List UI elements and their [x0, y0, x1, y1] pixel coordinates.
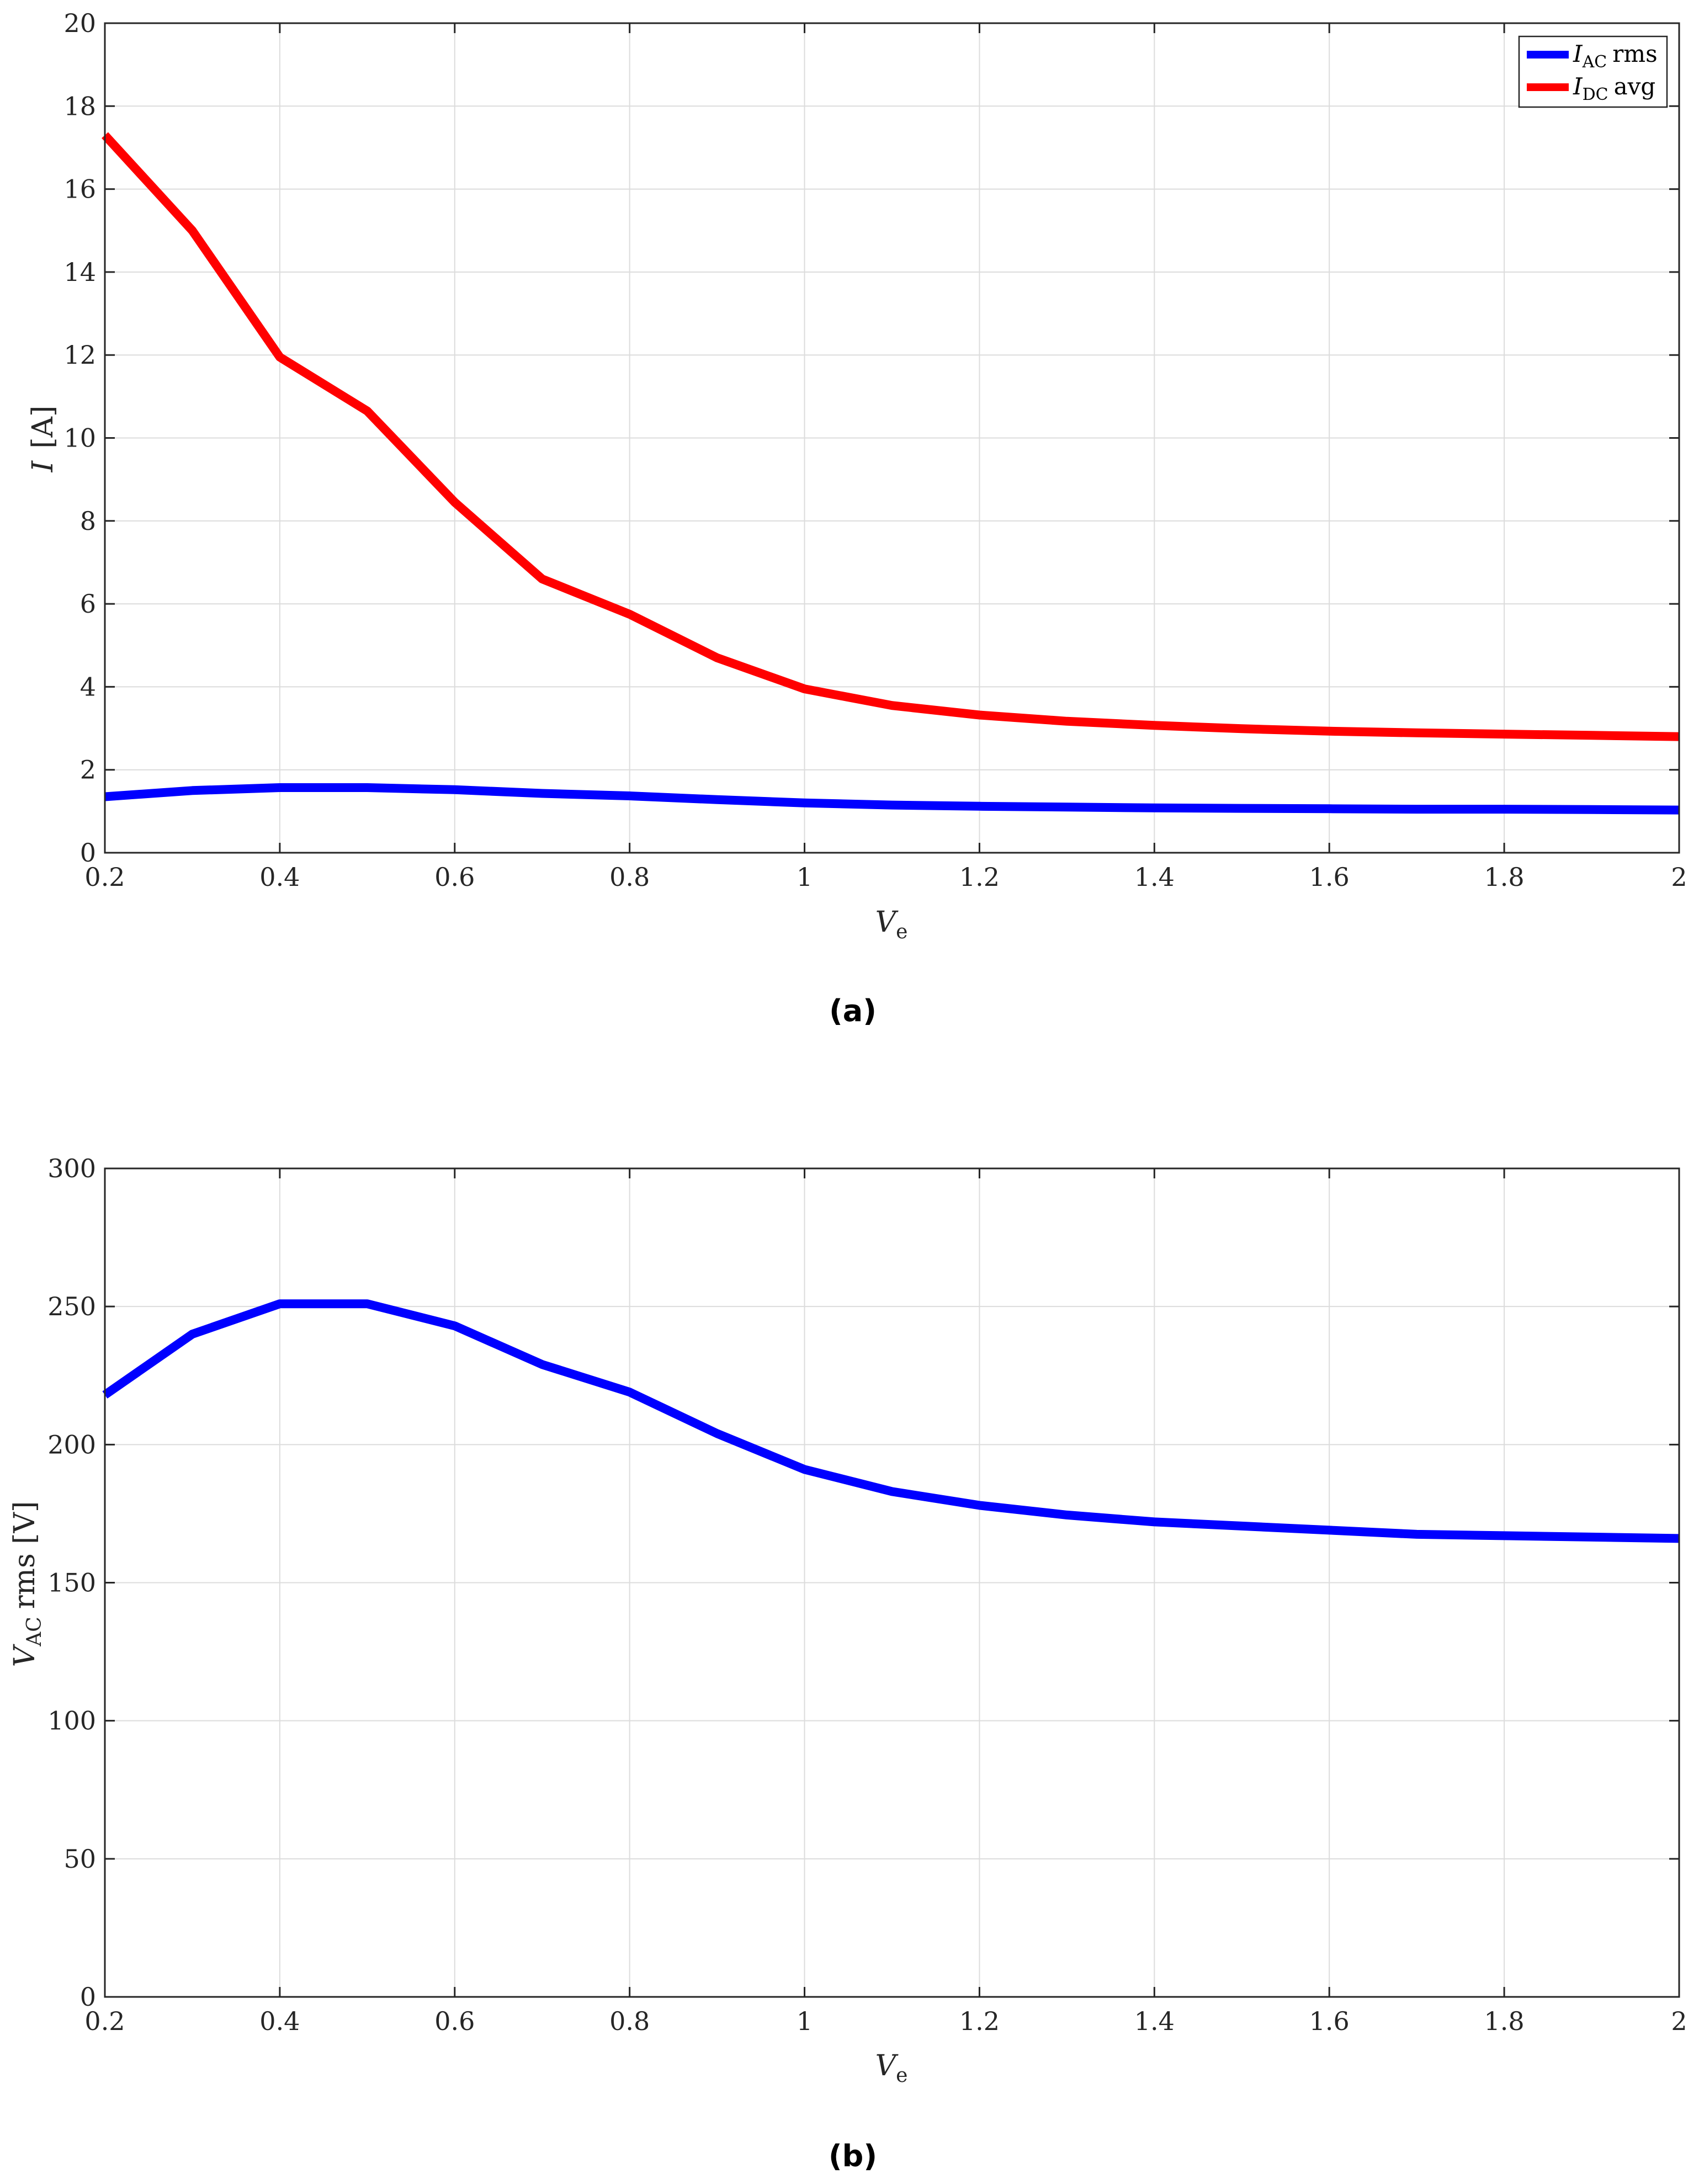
- chart-a-y-axis-label: I[A]: [26, 406, 60, 473]
- y-tick-label: 0: [80, 1982, 96, 2012]
- x-tick-label: 2: [1671, 2006, 1687, 2036]
- chart-b: 0.2 0.4 0.6 0.8 1 1.2 1.4 1.6 1.8 2 0 50 100 150 200 25…: [8, 1154, 1687, 2174]
- chart-a-ticks: 0.2 0.4 0.6 0.8 1 1.2 1.4 1.6 1.8 202468101214161…: [63, 8, 1687, 892]
- x-tick-label: 1.6: [1309, 862, 1350, 892]
- x-tick-label: 0.4: [259, 862, 300, 892]
- legend-label-idc: IDC avg: [1573, 73, 1655, 104]
- x-tick-label: 2: [1671, 862, 1687, 892]
- series-line-0: [104, 783, 1680, 815]
- chart-a-series: [102, 132, 1680, 815]
- y-tick-label: 20: [63, 8, 96, 38]
- y-tick-label: 100: [47, 1706, 96, 1736]
- series-line-1: [102, 132, 1680, 741]
- legend-box: [1518, 35, 1668, 108]
- chart-b-grid: [104, 1168, 1680, 1997]
- caption-a: (a): [829, 993, 877, 1028]
- x-tick-label: 0.4: [259, 2006, 300, 2036]
- chart-a-legend: IAC rms IDC avg: [1518, 35, 1668, 108]
- x-tick-label: 1.4: [1134, 862, 1175, 892]
- x-tick-label: 1.6: [1309, 2006, 1350, 2036]
- x-tick-label: 0.6: [434, 2006, 475, 2036]
- chart-b-ticks: 0.2 0.4 0.6 0.8 1 1.2 1.4 1.6 1.8 2 0 50 100 150 200 25…: [47, 1154, 1687, 2036]
- series-line-0: [102, 1299, 1680, 1543]
- y-tick-label: 12: [63, 340, 96, 370]
- x-tick-label: 0.2: [84, 862, 125, 892]
- chart-b-y-axis-label: VACrms [V]: [8, 1501, 46, 1667]
- x-tick-label: 1.2: [959, 2006, 1000, 2036]
- chart-a-x-axis-label: Ve: [875, 906, 908, 943]
- y-tick-label: 10: [63, 423, 96, 453]
- x-tick-label: 0.6: [434, 862, 475, 892]
- y-tick-label: 16: [63, 174, 96, 204]
- caption-b: (b): [829, 2139, 877, 2174]
- x-tick-label: 1: [797, 2006, 813, 2036]
- chart-b-x-axis-label: Ve: [875, 2049, 908, 2087]
- x-tick-label: 0.8: [609, 2006, 650, 2036]
- y-tick-label: 6: [80, 589, 96, 619]
- y-tick-label: 4: [80, 672, 96, 702]
- x-tick-label: 1.4: [1134, 2006, 1175, 2036]
- x-tick-label: 1.8: [1484, 862, 1525, 892]
- y-tick-label: 200: [47, 1430, 96, 1459]
- x-tick-label: 1.8: [1484, 2006, 1525, 2036]
- y-tick-label: 50: [63, 1844, 96, 1874]
- y-tick-label: 2: [80, 755, 96, 785]
- y-tick-label: 14: [63, 257, 96, 287]
- x-tick-label: 1.2: [959, 862, 1000, 892]
- x-tick-label: 0.8: [609, 862, 650, 892]
- y-tick-label: 0: [80, 838, 96, 868]
- y-tick-label: 18: [63, 91, 96, 121]
- legend-label-iac: IAC rms: [1573, 40, 1658, 72]
- chart-b-series: [102, 1299, 1680, 1543]
- chart-a-grid: [104, 23, 1680, 853]
- y-tick-label: 150: [47, 1568, 96, 1598]
- y-tick-label: 250: [47, 1292, 96, 1321]
- chart-a: 0.2 0.4 0.6 0.8 1 1.2 1.4 1.6 1.8 202468101214161…: [26, 8, 1687, 1028]
- x-tick-label: 1: [797, 862, 813, 892]
- y-tick-label: 300: [47, 1154, 96, 1183]
- x-tick-label: 0.2: [84, 2006, 125, 2036]
- y-tick-label: 8: [80, 506, 96, 536]
